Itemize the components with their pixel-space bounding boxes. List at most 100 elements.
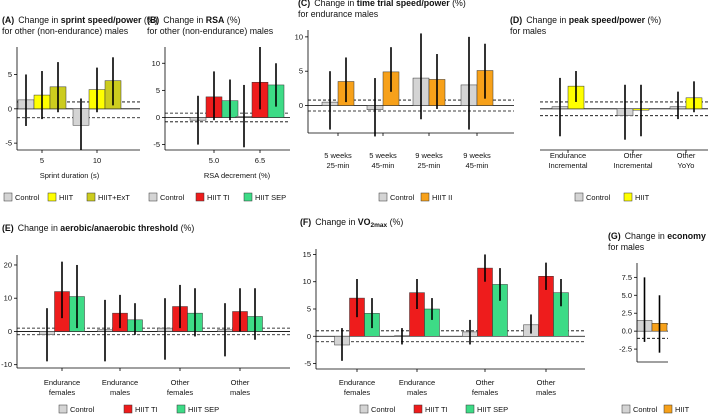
panel-g-title-bold: economy: [667, 231, 706, 241]
panel-f-category-label: Other: [537, 378, 556, 387]
panel-e-title-pre: Change in: [18, 223, 61, 233]
panel-a-legend-label-hiit: HIIT: [59, 193, 74, 202]
panel-a-y-tick-label: 0: [8, 104, 12, 113]
panel-b-category-label: 6.5: [255, 156, 265, 165]
panel-e-y-tick-label: 20: [4, 260, 12, 269]
panel-c-legend-swatch-control: [378, 192, 388, 202]
panel-b-legend-swatch-hiit_sep: [243, 192, 253, 202]
panel-d-title-letter: (D): [510, 15, 522, 25]
panel-b-x-axis-label: RSA decrement (%): [204, 171, 271, 180]
panel-f-title-bold: VO: [358, 217, 371, 227]
panel-a-y-tick-label: -5: [5, 139, 12, 148]
panel-c-category-label: 5 weeks: [369, 151, 397, 160]
panel-g-y-tick-label: -2.5: [619, 345, 632, 354]
panel-c-title-pre: Change in: [314, 0, 357, 8]
panel-c-legend-label-control: Control: [390, 193, 415, 202]
panel-c-category-label: 5 weeks: [324, 151, 352, 160]
panel-f-category-label: males: [536, 388, 556, 397]
panel-d-category-label: Incremental: [613, 161, 653, 170]
panel-e-category-label: Other: [231, 378, 250, 387]
panel-d-title-pre: Change in: [526, 15, 569, 25]
panel-e-legend-swatch-hiit_ti: [123, 404, 133, 414]
panel-e-y-tick-label: 10: [4, 294, 12, 303]
panel-b-legend-swatch-hiit_ti: [195, 192, 205, 202]
panel-c-title-letter: (C): [298, 0, 310, 8]
panel-g-title-letter: (G): [608, 231, 621, 241]
panel-e-legend-label-hiit_ti: HIIT TI: [135, 405, 158, 414]
panel-a-y-tick-label: 5: [8, 70, 12, 79]
panel-a-legend-swatch-hiit: [47, 192, 57, 202]
panel-f-legend-label-hiit_ti: HIIT TI: [425, 405, 448, 414]
panel-f-y-tick-label: 15: [303, 250, 311, 259]
panel-d-subtitle: for males: [510, 26, 547, 36]
panel-g-legend-swatch-control: [621, 404, 631, 414]
panel-f-category-label: females: [472, 388, 499, 397]
panel-d-legend-label-control: Control: [586, 193, 611, 202]
panel-e-y-tick-label: 0: [8, 327, 12, 336]
panel-g-subtitle: for males: [608, 242, 645, 252]
panel-f-category-label: Endurance: [399, 378, 435, 387]
panel-c-y-tick-label: 10: [295, 32, 303, 41]
panel-d-title-bold: peak speed/power: [569, 15, 646, 25]
panel-f-legend-swatch-hiit_sep: [465, 404, 475, 414]
panel-b-legend-swatch-control: [148, 192, 158, 202]
panel-g-legend-label-control: Control: [633, 405, 658, 414]
panel-b-y-tick-label: 0: [156, 113, 160, 122]
panel-d-legend-swatch-control: [574, 192, 584, 202]
panel-g-title: (G) Change in economy (%): [608, 231, 708, 241]
panel-g-y-tick-label: 0.0: [622, 327, 632, 336]
panel-c-title: (C) Change in time trial speed/power (%): [298, 0, 466, 8]
panel-d-category-label: YoYo: [678, 161, 695, 170]
panel-e-legend-label-control: Control: [70, 405, 95, 414]
panel-c-category-label: 45-min: [372, 161, 395, 170]
panel-b-title-letter: (B): [147, 15, 159, 25]
panel-a-legend-swatch-hiit_ext: [86, 192, 96, 202]
panel-b-legend-label-hiit_sep: HIIT SEP: [255, 193, 286, 202]
panel-f-title-sub: 2max: [371, 222, 388, 229]
panel-f-title-post: (%): [387, 217, 403, 227]
panel-e-category-label: Other: [171, 378, 190, 387]
panel-e-title-bold: aerobic/anaerobic threshold: [60, 223, 178, 233]
panel-d-legend-swatch-hiit: [623, 192, 633, 202]
panel-f-legend-label-hiit_sep: HIIT SEP: [477, 405, 508, 414]
panel-b-title-post: (%): [224, 15, 240, 25]
panel-e-category-label: females: [167, 388, 194, 397]
panel-c-title-bold: time trial speed/power: [357, 0, 450, 8]
panel-d-category-label: Other: [624, 151, 643, 160]
panel-d-category-label: Endurance: [550, 151, 586, 160]
panel-a-title: (A) Change in sprint speed/power (%): [2, 15, 158, 25]
panel-f-category-label: Other: [476, 378, 495, 387]
panel-a-legend-label-control: Control: [15, 193, 40, 202]
panel-g-title-post: (%): [706, 231, 708, 241]
panel-b-y-tick-label: 5: [156, 86, 160, 95]
panel-f-y-tick-label: 5: [307, 305, 311, 314]
panel-f-title: (F) Change in VO2max (%): [300, 217, 403, 229]
panel-b-title: (B) Change in RSA (%): [147, 15, 241, 25]
panel-e-y-tick-label: -10: [1, 360, 12, 369]
panel-a-category-label: 10: [93, 156, 101, 165]
panel-c-category-label: 25-min: [418, 161, 441, 170]
panel-f-y-tick-label: 0: [307, 332, 311, 341]
panel-g-y-tick-label: 7.5: [622, 273, 632, 282]
panel-f-y-tick-label: -5: [304, 359, 311, 368]
panel-b-y-tick-label: 10: [152, 59, 160, 68]
panel-a-category-label: 5: [40, 156, 44, 165]
panel-g-y-tick-label: 5.0: [622, 291, 632, 300]
panel-a-title-bold: sprint speed/power: [61, 15, 142, 25]
panel-b-title-bold: RSA: [206, 15, 225, 25]
panel-g-title-pre: Change in: [625, 231, 668, 241]
panel-f-category-label: males: [407, 388, 427, 397]
panel-c-subtitle: for endurance males: [298, 9, 379, 19]
panel-e-legend-swatch-control: [58, 404, 68, 414]
panel-c-y-tick-label: 0: [299, 101, 303, 110]
panel-e-title: (E) Change in aerobic/anaerobic threshold…: [2, 223, 194, 233]
panel-e-category-label: females: [49, 388, 76, 397]
panel-b-legend-label-hiit_ti: HIIT TI: [207, 193, 230, 202]
panel-d-title-post: (%): [645, 15, 661, 25]
panel-e-title-letter: (E): [2, 223, 14, 233]
panel-g-legend-label-hiit_ii: HIIT: [675, 405, 690, 414]
panel-d-category-label: Incremental: [548, 161, 588, 170]
panel-f-title-pre: Change in: [315, 217, 358, 227]
